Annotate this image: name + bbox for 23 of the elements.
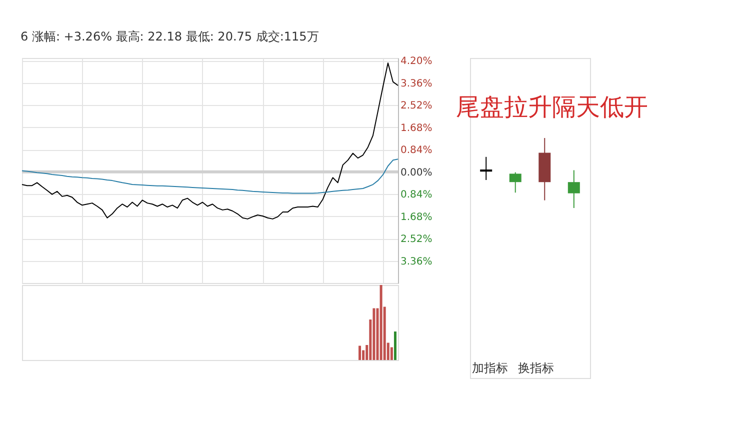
candlestick xyxy=(568,170,580,208)
text: 加指标 xyxy=(472,361,508,375)
y-tick-label: 0.84% xyxy=(400,145,432,156)
candlestick xyxy=(480,156,492,180)
text: 换指标 xyxy=(518,361,554,375)
y-tick-label: 0.00% xyxy=(400,167,432,178)
bar xyxy=(390,347,393,360)
bar xyxy=(372,308,376,360)
y-tick-label: 3.36% xyxy=(400,256,432,268)
bar xyxy=(358,346,362,360)
y-tick-label: 1.68% xyxy=(400,212,432,223)
text: 尾盘拉升隔天低开 xyxy=(456,93,648,121)
y-tick-label: 4.20% xyxy=(400,56,432,68)
y-tick-label: 3.36% xyxy=(400,78,432,90)
bar xyxy=(380,285,382,360)
chart-title: 6 涨幅: +3.26% 最高: 22.18 最低: 20.75 成交:115万 xyxy=(20,30,319,44)
y-tick-label: 0.84% xyxy=(400,190,432,201)
y-tick-label: 2.52% xyxy=(400,234,432,246)
line-series xyxy=(22,158,398,194)
y-tick-label: 2.52% xyxy=(400,100,432,112)
bar xyxy=(394,332,396,360)
candlestick xyxy=(509,172,522,194)
y-tick-label: 1.68% xyxy=(400,122,432,134)
